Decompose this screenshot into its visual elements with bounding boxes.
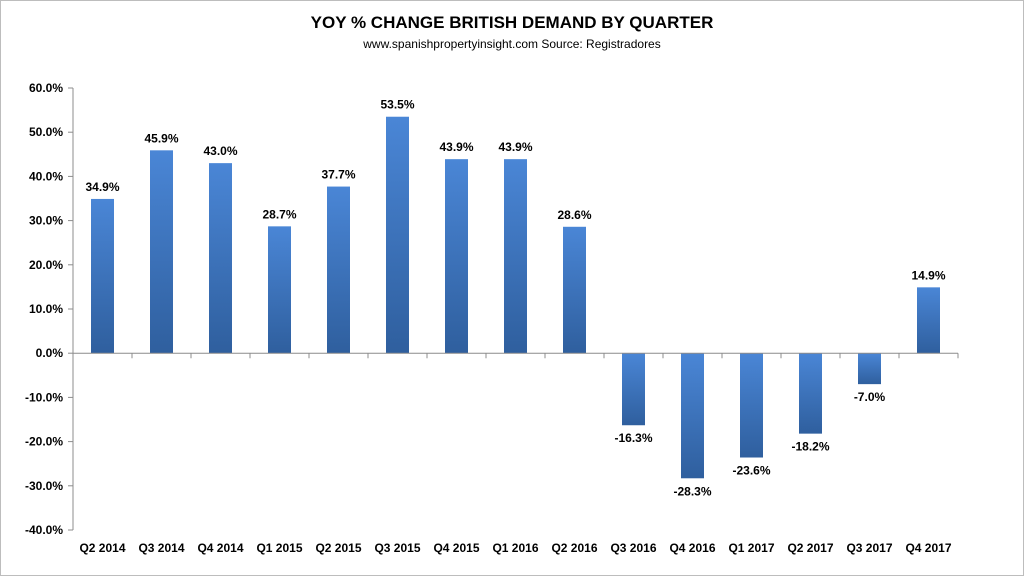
x-tick-label: Q4 2016 — [669, 541, 715, 555]
chart-subtitle: www.spanishpropertyinsight.com Source: R… — [363, 37, 661, 51]
data-label: 14.9% — [911, 268, 945, 282]
data-labels: 34.9% 45.9% 43.0% 28.7% 37.7% 53.5% 43.9% 43.9%… — [85, 98, 945, 499]
bar-q4-2017 — [917, 287, 940, 354]
x-tick-label: Q4 2017 — [905, 541, 951, 555]
y-axis: 60.0% 50.0% 40.0% 30.0% 20.0% 10.0% 0.0% -10.0%… — [25, 81, 74, 537]
data-label: 43.0% — [203, 144, 237, 158]
bar-q3-2017 — [858, 353, 881, 385]
y-tick-label: -30.0% — [25, 479, 63, 493]
data-label: 45.9% — [144, 131, 178, 145]
y-tick-label: 10.0% — [29, 302, 63, 316]
y-tick-label: -10.0% — [25, 390, 63, 404]
bar-q3-2015 — [386, 116, 409, 354]
data-label: 43.9% — [498, 140, 532, 154]
y-tick-label: 30.0% — [29, 214, 63, 228]
x-tick-label: Q3 2017 — [846, 541, 892, 555]
data-label: 28.6% — [557, 208, 591, 222]
y-tick-label: 40.0% — [29, 169, 63, 183]
x-tick-label: Q1 2017 — [728, 541, 774, 555]
y-tick-label: 20.0% — [29, 258, 63, 272]
y-tick-label: 0.0% — [36, 346, 64, 360]
x-tick-label: Q2 2017 — [787, 541, 833, 555]
x-tick-label: Q4 2015 — [433, 541, 479, 555]
y-tick-label: -40.0% — [25, 523, 63, 537]
y-tick-label: 50.0% — [29, 125, 63, 139]
x-tick-label: Q3 2015 — [374, 541, 420, 555]
x-tick-label: Q2 2015 — [315, 541, 361, 555]
y-tick-label: 60.0% — [29, 81, 63, 95]
bar-q1-2015 — [268, 226, 291, 354]
chart-title: YOY % CHANGE BRITISH DEMAND BY QUARTER — [310, 13, 714, 32]
bar-q2-2016 — [563, 226, 586, 354]
bar-q2-2017 — [799, 353, 822, 434]
bar-q3-2014 — [150, 150, 173, 354]
data-label: 53.5% — [380, 98, 414, 112]
data-label: 37.7% — [321, 168, 355, 182]
bar-q4-2014 — [209, 163, 232, 354]
bar-q2-2015 — [327, 186, 350, 354]
category-labels: Q2 2014 Q3 2014 Q4 2014 Q1 2015 Q2 2015 Q3 20… — [79, 541, 951, 555]
data-label: -23.6% — [732, 464, 770, 478]
bar-q4-2015 — [445, 159, 468, 354]
x-tick-label: Q4 2014 — [197, 541, 243, 555]
bar-q1-2017 — [740, 353, 763, 458]
x-tick-label: Q1 2016 — [492, 541, 538, 555]
x-tick-label: Q1 2015 — [256, 541, 302, 555]
x-tick-label: Q3 2014 — [138, 541, 184, 555]
x-axis — [72, 352, 959, 359]
x-tick-label: Q2 2014 — [79, 541, 125, 555]
bar-q2-2014 — [91, 198, 114, 354]
bars — [91, 116, 940, 479]
x-tick-label: Q2 2016 — [551, 541, 597, 555]
bar-q4-2016 — [681, 353, 704, 479]
y-tick-label: -20.0% — [25, 435, 63, 449]
data-label: 28.7% — [262, 207, 296, 221]
data-label: -7.0% — [854, 390, 886, 404]
data-label: 34.9% — [85, 180, 119, 194]
data-label: -18.2% — [791, 440, 829, 454]
data-label: -16.3% — [614, 431, 652, 445]
bar-q3-2016 — [622, 353, 645, 426]
x-tick-label: Q3 2016 — [610, 541, 656, 555]
data-label: -28.3% — [673, 484, 711, 498]
data-label: 43.9% — [439, 140, 473, 154]
bar-q1-2016 — [504, 159, 527, 354]
